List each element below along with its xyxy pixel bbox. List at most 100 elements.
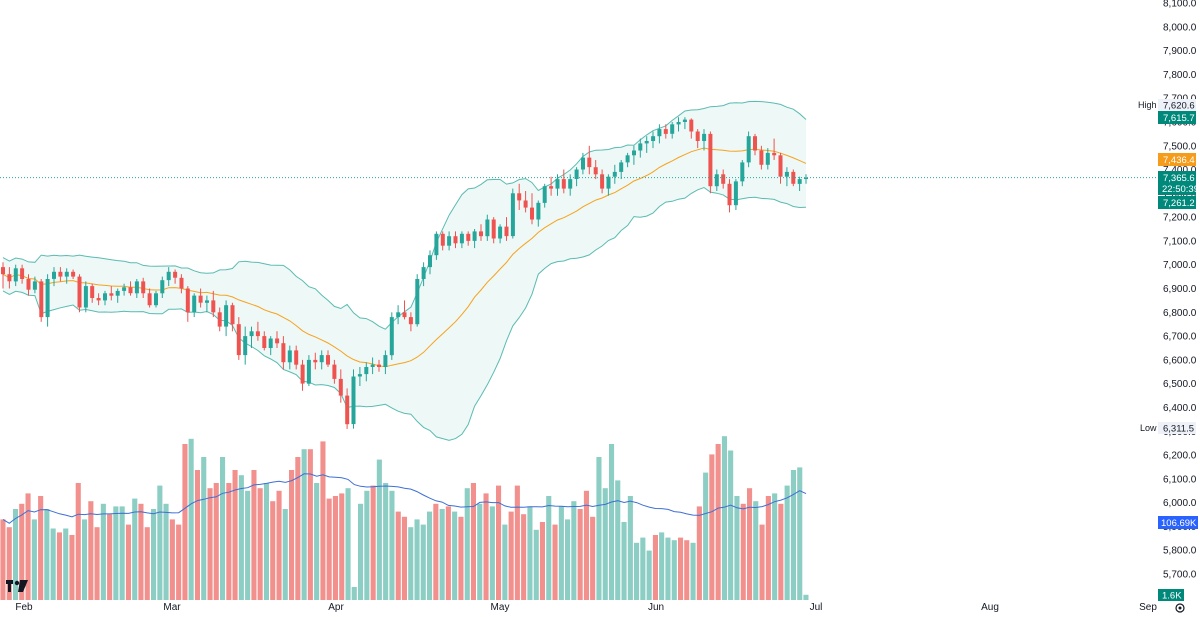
candle[interactable] [103,290,107,306]
candle[interactable] [389,312,394,360]
candle[interactable] [491,217,496,244]
candle[interactable] [740,160,745,187]
candle[interactable] [695,129,700,149]
candle[interactable] [230,302,235,332]
candle[interactable] [313,352,318,370]
candle[interactable] [109,286,114,301]
candle[interactable] [243,326,248,365]
candle[interactable] [166,267,171,287]
candle[interactable] [281,336,286,370]
candle[interactable] [746,131,751,168]
candle[interactable] [268,336,273,356]
candle[interactable] [523,191,528,213]
candle[interactable] [122,283,127,296]
candle[interactable] [90,283,95,303]
candle[interactable] [472,229,477,249]
candle[interactable] [421,262,426,287]
candle[interactable] [179,274,184,294]
candle[interactable] [147,288,152,308]
candle[interactable] [287,345,292,370]
candle[interactable] [205,295,209,313]
candle[interactable] [702,129,707,151]
candle[interactable] [797,176,802,191]
candle[interactable] [396,305,401,325]
candle[interactable] [447,231,452,251]
candle[interactable] [676,117,681,132]
candle[interactable] [555,174,560,196]
candle[interactable] [721,169,726,189]
candle[interactable] [236,317,241,360]
candle[interactable] [600,169,605,194]
candle[interactable] [262,331,267,351]
candle[interactable] [778,152,783,184]
candle[interactable] [733,179,738,210]
candle[interactable] [345,388,350,429]
candle[interactable] [542,183,547,208]
candle[interactable] [428,250,432,275]
candle[interactable] [593,160,598,180]
candle[interactable] [708,131,713,194]
candle[interactable] [377,359,381,372]
candle[interactable] [759,145,764,170]
candle[interactable] [606,174,611,196]
candle[interactable] [211,290,216,318]
candle[interactable] [638,138,643,158]
candle[interactable] [765,148,770,170]
candle[interactable] [581,152,585,175]
candle[interactable] [160,276,165,298]
candle[interactable] [275,331,280,348]
candle[interactable] [7,267,12,289]
candle[interactable] [351,369,356,429]
candle[interactable] [517,183,522,210]
candle[interactable] [784,167,789,187]
gear-icon[interactable] [1175,603,1185,613]
candle[interactable] [504,217,509,241]
candle[interactable] [479,224,483,241]
candle[interactable] [625,152,630,168]
candle[interactable] [364,362,369,382]
candle[interactable] [727,179,732,213]
candle[interactable] [632,145,636,165]
candle[interactable] [453,231,458,249]
candle[interactable] [326,350,330,367]
candle[interactable] [561,169,566,194]
price-axis[interactable]: 8,100.08,000.07,900.07,800.07,700.07,600… [1163,0,1197,581]
candle[interactable] [77,274,82,313]
candle[interactable] [128,281,133,296]
candle[interactable] [370,357,375,375]
candle[interactable] [332,359,337,384]
candle[interactable] [657,124,662,144]
candle[interactable] [644,136,649,153]
candle[interactable] [485,214,490,241]
candle[interactable] [466,231,471,246]
candle[interactable] [574,167,579,187]
candle[interactable] [357,367,362,386]
candle[interactable] [45,274,50,327]
candle[interactable] [217,307,222,332]
candle[interactable] [71,269,76,280]
candle[interactable] [64,268,69,284]
candle[interactable] [682,117,687,130]
candle[interactable] [39,279,44,322]
candle[interactable] [185,286,190,322]
candle[interactable] [459,231,464,249]
candle[interactable] [141,277,146,298]
candle[interactable] [689,118,694,139]
candle[interactable] [52,267,56,287]
candle[interactable] [134,279,139,298]
candle[interactable] [192,293,197,318]
candle[interactable] [83,281,88,313]
candlesticks[interactable] [1,117,808,429]
tradingview-logo[interactable] [6,580,28,592]
candle[interactable] [772,138,777,160]
candle[interactable] [670,122,675,139]
candle[interactable] [536,200,541,227]
candle[interactable] [714,169,719,192]
candle[interactable] [549,176,554,196]
candle[interactable] [255,321,260,341]
candle[interactable] [498,224,503,244]
candle[interactable] [249,326,254,348]
candle[interactable] [1,262,5,289]
candle[interactable] [434,231,439,260]
